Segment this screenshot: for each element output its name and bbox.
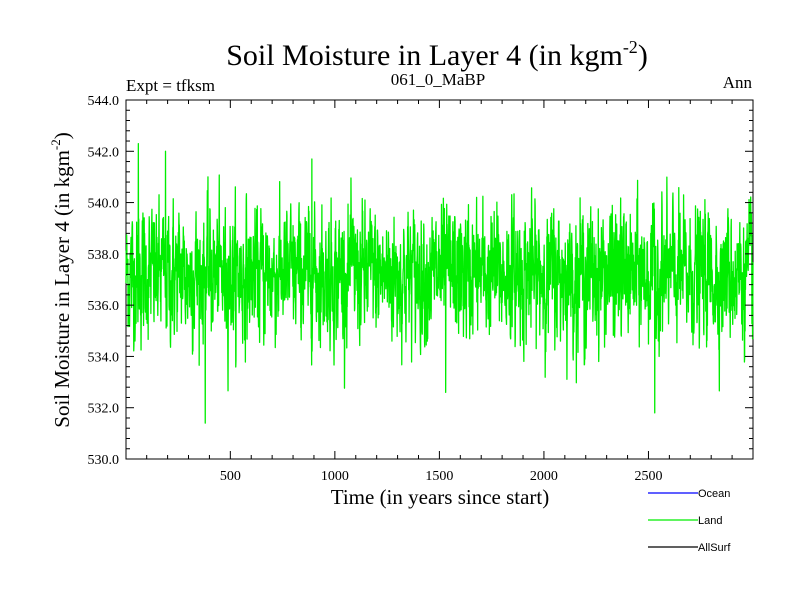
experiment-period-label: 061_0_MaBP [391, 70, 485, 89]
x-tick-label: 2500 [634, 469, 662, 484]
x-tick-label: 500 [220, 469, 241, 484]
y-tick-label: 534.0 [88, 350, 120, 365]
chart-title: Soil Moisture in Layer 4 (in kgm-2) [226, 37, 648, 72]
y-tick-label: 542.0 [88, 145, 120, 160]
legend-label-allsurf: AllSurf [698, 542, 731, 554]
series-line-land [125, 142, 754, 424]
y-axis: 530.0 532.0 534.0 536.0 538.0 540.0 542.0 544.0 [88, 94, 753, 468]
series-group [125, 142, 754, 424]
x-tick-label: 1000 [321, 469, 349, 484]
x-tick-label: 1500 [425, 469, 453, 484]
y-tick-label: 532.0 [88, 402, 120, 417]
x-tick-label: 2000 [530, 469, 558, 484]
x-axis-label: Time (in years since start) [331, 485, 550, 509]
y-tick-label: 540.0 [88, 197, 120, 212]
experiment-label: Expt = tfksm [126, 76, 215, 95]
legend: Ocean Land AllSurf [648, 488, 731, 554]
y-tick-label: 538.0 [88, 248, 120, 263]
legend-label-land: Land [698, 515, 722, 527]
x-axis: 500 1000 1500 2000 2500 [146, 100, 733, 484]
y-tick-label: 530.0 [88, 453, 120, 468]
y-axis-label: Soil Moisture in Layer 4 (in kgm-2) [48, 132, 74, 427]
y-tick-label: 536.0 [88, 299, 120, 314]
legend-label-ocean: Ocean [698, 488, 730, 500]
y-tick-label: 544.0 [88, 94, 120, 109]
season-label: Ann [723, 73, 753, 92]
